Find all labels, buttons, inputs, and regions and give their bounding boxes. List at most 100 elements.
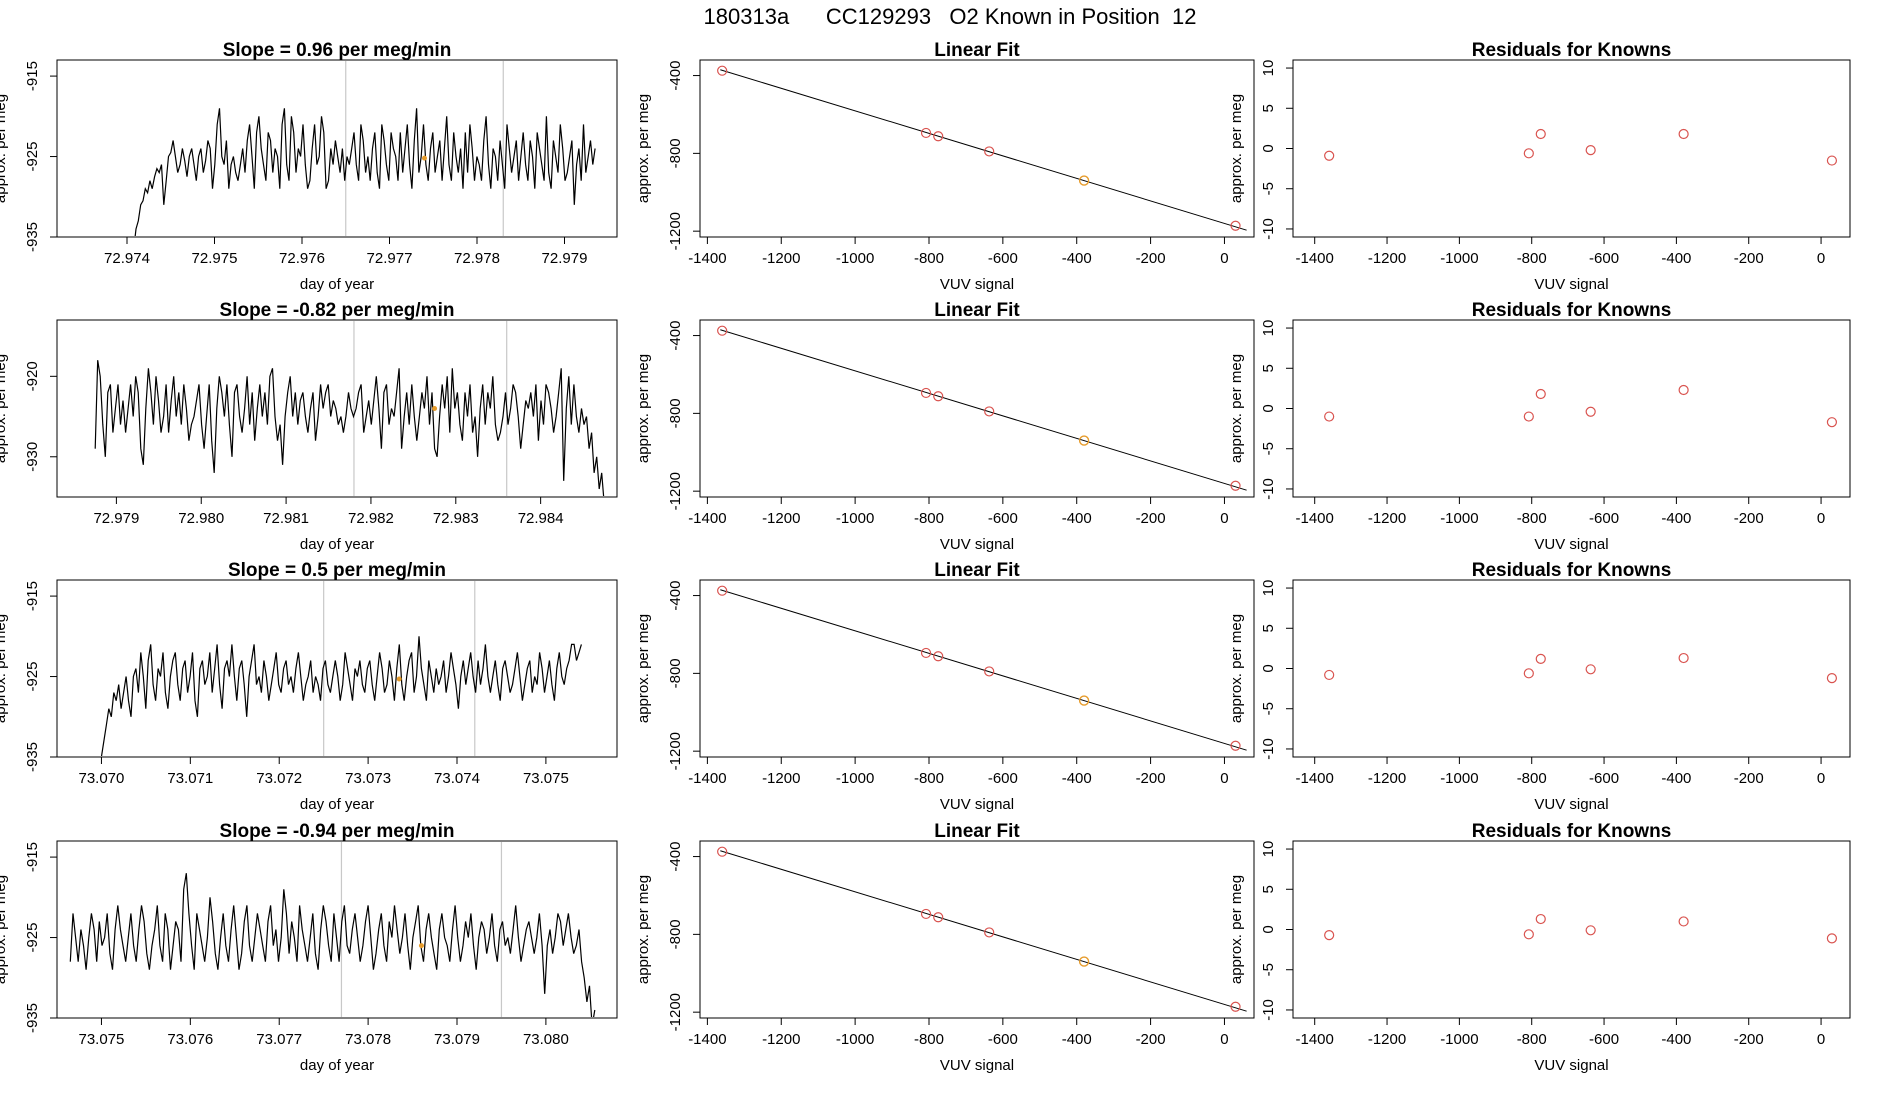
x-tick-label: -1000 (1440, 1031, 1478, 1048)
x-tick-label: -600 (988, 250, 1018, 267)
chart-title: Slope = -0.82 per meg/min (220, 300, 455, 321)
data-point (1826, 417, 1838, 428)
x-tick-label: -1400 (1296, 250, 1334, 267)
x-tick-label: -400 (1062, 1031, 1092, 1048)
plot-frame (1292, 59, 1851, 238)
plot-frame (699, 579, 1255, 758)
x-tick-label: -400 (1661, 770, 1691, 787)
highlight-point (418, 943, 424, 949)
highlight-point (1078, 175, 1090, 186)
y-tick-label: -5 (1260, 442, 1277, 455)
chart-title: Residuals for Knowns (1472, 300, 1672, 321)
chart-title: Residuals for Knowns (1472, 40, 1672, 61)
y-tick-label: 10 (1260, 320, 1277, 337)
y-tick-label: -800 (667, 398, 684, 428)
x-tick-label: 73.076 (167, 1031, 213, 1048)
y-tick-label: 10 (1260, 60, 1277, 77)
data-point (1585, 406, 1596, 417)
data-point (717, 325, 728, 336)
x-tick-label: -1200 (1368, 250, 1406, 267)
x-tick-label: -1200 (762, 510, 800, 527)
data-point (1230, 220, 1241, 231)
x-tick-label: -1400 (688, 250, 726, 267)
x-tick-label: -800 (1517, 510, 1547, 527)
x-tick-label: 73.077 (256, 1031, 302, 1048)
series-line (100, 636, 582, 756)
y-axis-label: approx. per meg (1228, 875, 1245, 984)
x-axis-label: day of year (300, 276, 374, 293)
y-tick-label: -915 (24, 61, 41, 91)
x-tick-label: 0 (1817, 1031, 1825, 1048)
data-point (984, 666, 995, 677)
y-tick-label: -1200 (667, 732, 684, 770)
x-tick-label: -400 (1062, 250, 1092, 267)
x-tick-label: -600 (988, 510, 1018, 527)
x-axis-label: VUV signal (940, 1057, 1014, 1074)
x-tick-label: -1000 (836, 1031, 874, 1048)
x-tick-label: -1400 (688, 770, 726, 787)
data-point (1535, 128, 1546, 140)
plot-data (1324, 384, 1838, 428)
x-tick-label: 0 (1220, 770, 1228, 787)
plot-data (717, 585, 1247, 751)
data-point (1535, 653, 1546, 664)
data-point (1678, 128, 1689, 140)
y-axis-label: approx. per meg (0, 614, 9, 723)
chart-title: Slope = 0.96 per meg/min (223, 40, 452, 61)
y-tick-label: -1200 (667, 212, 684, 250)
data-point (933, 131, 944, 142)
data-point (1324, 669, 1335, 681)
plot-frame (699, 840, 1255, 1019)
x-tick-label: -1200 (1368, 1031, 1406, 1048)
y-tick-label: 0 (1260, 144, 1277, 152)
y-axis-label: approx. per meg (635, 94, 652, 203)
x-tick-label: 73.072 (256, 770, 302, 787)
x-tick-label: -600 (988, 1031, 1018, 1048)
plot-data (1324, 913, 1838, 944)
x-tick-label: 0 (1220, 250, 1228, 267)
fit-line (720, 850, 1247, 1012)
x-tick-label: -1400 (1296, 510, 1334, 527)
data-point (933, 651, 944, 662)
plot-data (100, 581, 582, 756)
data-point (1585, 145, 1596, 156)
x-tick-label: 72.983 (433, 510, 479, 527)
y-tick-label: -400 (667, 581, 684, 611)
x-tick-label: -1400 (688, 1031, 726, 1048)
x-tick-label: -1000 (1440, 250, 1478, 267)
y-tick-label: 10 (1260, 841, 1277, 858)
y-tick-label: -915 (24, 581, 41, 611)
plot-frame (1292, 840, 1851, 1019)
data-point (1523, 148, 1534, 159)
data-point (920, 908, 932, 920)
x-axis-label: day of year (300, 1057, 374, 1074)
x-tick-label: -200 (1734, 770, 1764, 787)
x-tick-label: -400 (1062, 510, 1092, 527)
y-tick-label: 5 (1260, 104, 1277, 112)
x-tick-label: -200 (1136, 770, 1166, 787)
x-tick-label: -200 (1136, 510, 1166, 527)
plot-frame (56, 579, 618, 758)
x-tick-label: -200 (1136, 250, 1166, 267)
plot-frame (56, 840, 618, 1019)
x-tick-label: 72.982 (348, 510, 394, 527)
x-tick-label: -400 (1661, 1031, 1691, 1048)
y-tick-label: -930 (24, 442, 41, 472)
y-tick-label: -925 (24, 923, 41, 953)
x-tick-label: 72.974 (104, 250, 150, 267)
x-tick-label: 73.075 (78, 1031, 124, 1048)
highlight-point (1078, 435, 1090, 446)
y-axis-label: approx. per meg (0, 875, 9, 984)
chart-title: Slope = 0.5 per meg/min (228, 560, 446, 581)
y-tick-label: -5 (1260, 702, 1277, 715)
x-axis-label: VUV signal (1534, 536, 1608, 553)
data-point (1523, 411, 1534, 422)
y-tick-label: 0 (1260, 664, 1277, 672)
x-tick-label: 73.080 (523, 1031, 569, 1048)
x-tick-label: -1400 (1296, 770, 1334, 787)
fit-line (720, 329, 1247, 491)
x-tick-label: -1000 (836, 250, 874, 267)
y-axis-label: approx. per meg (635, 354, 652, 463)
x-tick-label: -600 (988, 770, 1018, 787)
data-point (1523, 668, 1534, 679)
